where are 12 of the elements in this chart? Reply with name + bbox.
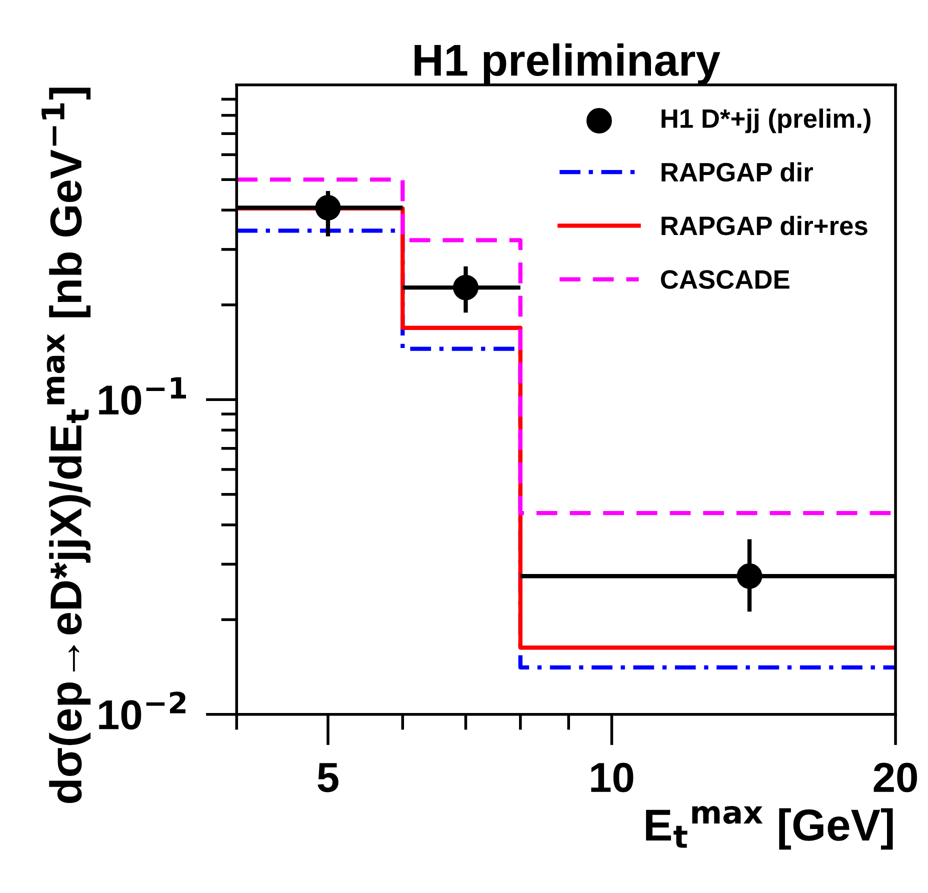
legend-label: H1 D*+jj (prelim.) xyxy=(662,108,870,134)
chart-title: H1 preliminary xyxy=(414,43,720,85)
x-tick-label: 5 xyxy=(318,763,338,792)
legend-label: RAPGAP dir+res xyxy=(662,216,868,236)
y-tick-label: 10$^{−1}$ xyxy=(99,377,186,415)
legend-label: RAPGAP dir xyxy=(662,162,813,182)
x-tick-label: 10 xyxy=(591,762,634,792)
x-tick-label: 20 xyxy=(874,762,917,792)
y-tick-label: 10$^{−2}$ xyxy=(99,692,186,730)
x-axis-title: E$_{t}$$^{max}$ [GeV] xyxy=(646,806,893,850)
legend-label: CASCADE xyxy=(660,270,790,289)
y-axis-title: dσ(ep→eD*jjX)/dE$_{t}$$^{max}$ [nb GeV$^{−1}$] xyxy=(42,88,91,804)
